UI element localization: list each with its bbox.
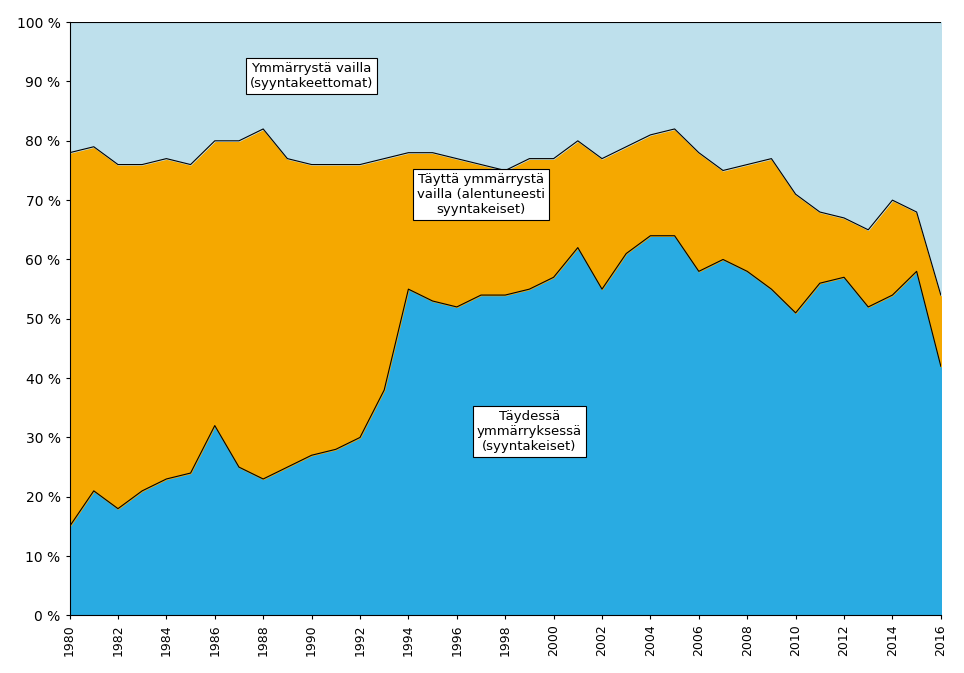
Text: Täyttä ymmärrystä
vailla (alentuneesti
syyntakeiset): Täyttä ymmärrystä vailla (alentuneesti s… [417,173,545,216]
Text: Täydessä
ymmärryksessä
(syyntakeiset): Täydessä ymmärryksessä (syyntakeiset) [477,410,582,453]
Text: Ymmärrystä vailla
(syyntakeettomat): Ymmärrystä vailla (syyntakeettomat) [250,61,373,90]
